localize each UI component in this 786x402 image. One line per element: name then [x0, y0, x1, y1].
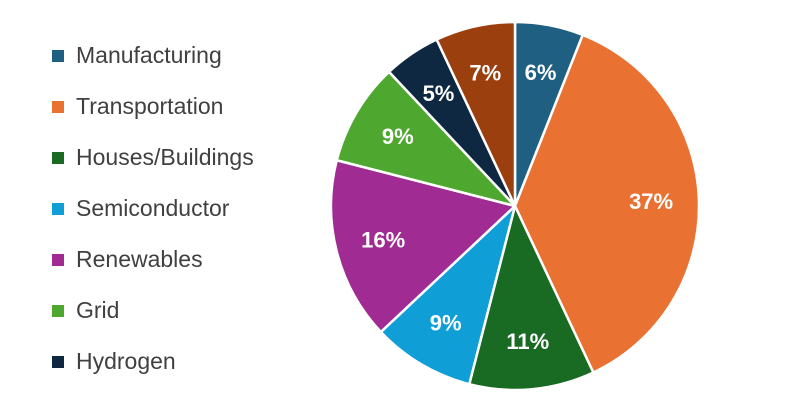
pie-slice — [329, 158, 517, 334]
pie-data-label: 11% — [506, 329, 549, 354]
legend-item: Renewables — [52, 234, 254, 285]
pie-slices — [329, 20, 701, 392]
legend-swatch — [52, 49, 64, 62]
legend-item: Houses/Buildings — [52, 132, 254, 183]
pie-data-label: 9% — [430, 311, 462, 336]
pie-slice — [435, 20, 517, 208]
pie-data-label: 16% — [361, 227, 405, 252]
pie-slice — [379, 204, 517, 386]
legend-swatch — [52, 100, 64, 113]
legend-swatch — [52, 355, 64, 368]
pie-slice — [513, 33, 701, 374]
legend-label: Grid — [76, 297, 120, 323]
legend-item: Transportation — [52, 81, 254, 132]
legend-swatch — [52, 151, 64, 164]
pie-data-label: 9% — [382, 124, 414, 149]
legend-label: Houses/Buildings — [76, 144, 254, 170]
legend-label: Manufacturing — [76, 42, 222, 68]
pie-data-label: 6% — [525, 60, 557, 85]
legend-label: Transportation — [76, 93, 224, 119]
legend-item: Semiconductor — [52, 183, 254, 234]
pie-data-label: 7% — [469, 61, 501, 86]
pie-data-label: 5% — [423, 81, 455, 106]
legend-item: Hydrogen — [52, 336, 254, 387]
legend-item: Grid — [52, 285, 254, 336]
chart-legend: Manufacturing Transportation Houses/Buildi… — [52, 30, 254, 387]
legend-label: Renewables — [76, 246, 203, 272]
legend-swatch — [52, 202, 64, 215]
legend-label: Hydrogen — [76, 348, 176, 374]
pie-data-label: 37% — [629, 189, 673, 214]
legend-swatch — [52, 304, 64, 317]
pie-slice — [467, 204, 595, 392]
legend-item: Manufacturing — [52, 30, 254, 81]
pie-data-labels: 6% 37% 11% 9% 16% 9% 5% 7% — [361, 60, 673, 354]
pie-slice — [335, 70, 517, 208]
legend-label: Semiconductor — [76, 195, 230, 221]
legend-swatch — [52, 253, 64, 266]
